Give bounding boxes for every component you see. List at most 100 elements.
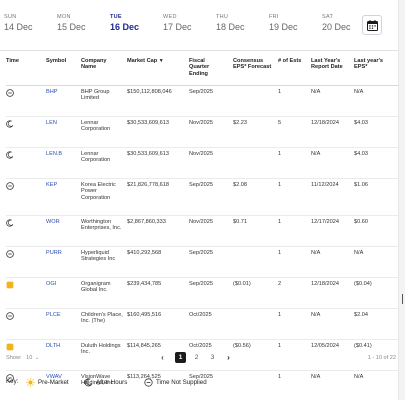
table-row: KEP Korea Electric Power Corporation $21… <box>6 179 398 216</box>
symbol-link[interactable]: WOR <box>46 219 60 225</box>
table-row: LEN.B Lennar Corporation $30,533,609,613… <box>6 148 398 179</box>
table-footer: Show: 10 ⌄ ‹ 1 2 3 › 1 - 10 of 22 <box>6 352 398 366</box>
pre-market-label: Pre-Market <box>38 379 69 386</box>
company-name: Worthington Enterprises, Inc. <box>81 219 122 232</box>
day-name: WED <box>163 14 177 20</box>
page-1[interactable]: 1 <box>175 352 186 363</box>
last-report-date: 11/12/2024 <box>311 182 339 188</box>
symbol-link[interactable]: VWAV <box>46 374 62 380</box>
col-company[interactable]: Company Name <box>81 58 107 71</box>
key-after-hours: After Hours <box>84 378 127 387</box>
fiscal-quarter: Sep/2025 <box>189 281 213 287</box>
col-time[interactable]: Time <box>6 58 19 64</box>
day-wed[interactable]: WED 17 Dec <box>163 14 206 32</box>
last-eps: $4.03 <box>354 120 368 126</box>
day-name: THU <box>216 14 229 20</box>
symbol-link[interactable]: PURR <box>46 250 62 256</box>
symbol-link[interactable]: LEN <box>46 120 57 126</box>
last-report-date: N/A <box>311 89 321 95</box>
consensus-eps: ($0.56) <box>233 343 251 349</box>
after-hours-icon <box>6 151 14 159</box>
day-name: FRI <box>269 14 279 20</box>
day-date: 20 Dec <box>322 22 351 32</box>
divider <box>0 50 398 51</box>
symbol-link[interactable]: BHP <box>46 89 58 95</box>
page-3[interactable]: 3 <box>210 354 215 361</box>
pre-market-icon <box>6 281 14 289</box>
last-report-date: 12/18/2024 <box>311 120 339 126</box>
col-fiscal[interactable]: Fiscal Quarter Ending <box>189 58 210 77</box>
pre-market-icon <box>6 343 14 351</box>
calendar-button[interactable] <box>362 15 382 35</box>
day-thu[interactable]: THU 18 Dec <box>216 14 259 32</box>
company-name: Organigram Global Inc. <box>81 281 111 294</box>
last-report-date: N/A <box>311 250 321 256</box>
table-row: OGI Organigram Global Inc. $239,434,785 … <box>6 278 398 309</box>
last-eps: N/A <box>354 374 364 380</box>
last-report-date: N/A <box>311 374 321 380</box>
fiscal-quarter: Nov/2025 <box>189 219 213 225</box>
calendar-icon <box>366 19 378 31</box>
last-eps: $1.06 <box>354 182 368 188</box>
last-eps: ($0.41) <box>354 343 372 349</box>
time-not-supplied-icon <box>6 374 14 382</box>
fiscal-quarter: Sep/2025 <box>189 89 213 95</box>
symbol-link[interactable]: LEN.B <box>46 151 63 157</box>
col-market-cap[interactable]: Market Cap ▼ <box>127 58 164 64</box>
consensus-eps: $2.08 <box>233 182 247 188</box>
consensus-eps: $0.71 <box>233 219 247 225</box>
last-report-date: N/A <box>311 312 321 318</box>
last-eps: $2.04 <box>354 312 368 318</box>
time-not-supplied-icon <box>144 378 153 387</box>
symbol-link[interactable]: DLTH <box>46 343 61 349</box>
day-tue[interactable]: TUE 16 Dec <box>110 14 153 32</box>
col-symbol[interactable]: Symbol <box>46 58 67 64</box>
col-last-report[interactable]: Last Year's Report Date <box>311 58 343 71</box>
next-page-icon[interactable]: › <box>227 353 230 362</box>
num-ests: 1 <box>278 219 282 225</box>
symbol-link[interactable]: OGI <box>46 281 57 287</box>
after-hours-icon <box>84 378 93 387</box>
market-cap: $114,845,265 <box>127 343 161 349</box>
day-date: 19 Dec <box>269 22 298 32</box>
num-ests: 1 <box>278 182 282 188</box>
fiscal-quarter: Oct/2025 <box>189 312 212 318</box>
time-not-supplied-icon <box>6 250 14 258</box>
time-not-supplied-icon <box>6 312 14 320</box>
page-size-select[interactable]: Show: 10 ⌄ <box>6 355 39 361</box>
col-last-eps[interactable]: Last year's EPS* <box>354 58 384 71</box>
show-value: 10 <box>26 355 33 361</box>
key-label: Key: <box>6 378 19 385</box>
col-market-cap-label: Market Cap <box>127 58 158 64</box>
last-eps: $4.03 <box>354 151 368 157</box>
last-report-date: 12/05/2024 <box>311 343 339 349</box>
company-name: VisionWave Holdings, Inc. <box>81 374 115 387</box>
col-ests[interactable]: # of Ests <box>278 58 302 64</box>
day-sat[interactable]: SAT 20 Dec <box>322 14 365 32</box>
company-name: Hyperliquid Strategies Inc <box>81 250 116 263</box>
scrollbar-track[interactable] <box>398 0 405 400</box>
last-report-date: 12/18/2024 <box>311 281 339 287</box>
table-row: PURR Hyperliquid Strategies Inc $410,292… <box>6 247 398 278</box>
page-2[interactable]: 2 <box>194 354 199 361</box>
symbol-link[interactable]: KEP <box>46 182 58 188</box>
fiscal-quarter: Nov/2025 <box>189 120 213 126</box>
last-eps: N/A <box>354 89 364 95</box>
day-sun[interactable]: SUN 14 Dec <box>4 14 47 32</box>
day-mon[interactable]: MON 15 Dec <box>57 14 100 32</box>
day-fri[interactable]: FRI 19 Dec <box>269 14 312 32</box>
num-ests: 2 <box>278 281 282 287</box>
market-cap: $150,112,808,046 <box>127 89 172 95</box>
num-ests: 1 <box>278 374 282 380</box>
col-consensus[interactable]: Consensus EPS* Forecast <box>233 58 272 71</box>
symbol-link[interactable]: PLCE <box>46 312 61 318</box>
table-row: PLCE Children's Place, Inc. (The) $160,4… <box>6 309 398 340</box>
market-cap: $30,533,609,613 <box>127 151 169 157</box>
market-cap: $113,264,525 <box>127 374 161 380</box>
chevron-down-icon: ⌄ <box>34 355 40 361</box>
day-date: 14 Dec <box>4 22 33 32</box>
table-row: DLTH Duluth Holdings Inc. $114,845,265 O… <box>6 340 398 371</box>
day-name: TUE <box>110 14 122 20</box>
prev-page-icon[interactable]: ‹ <box>161 353 164 362</box>
